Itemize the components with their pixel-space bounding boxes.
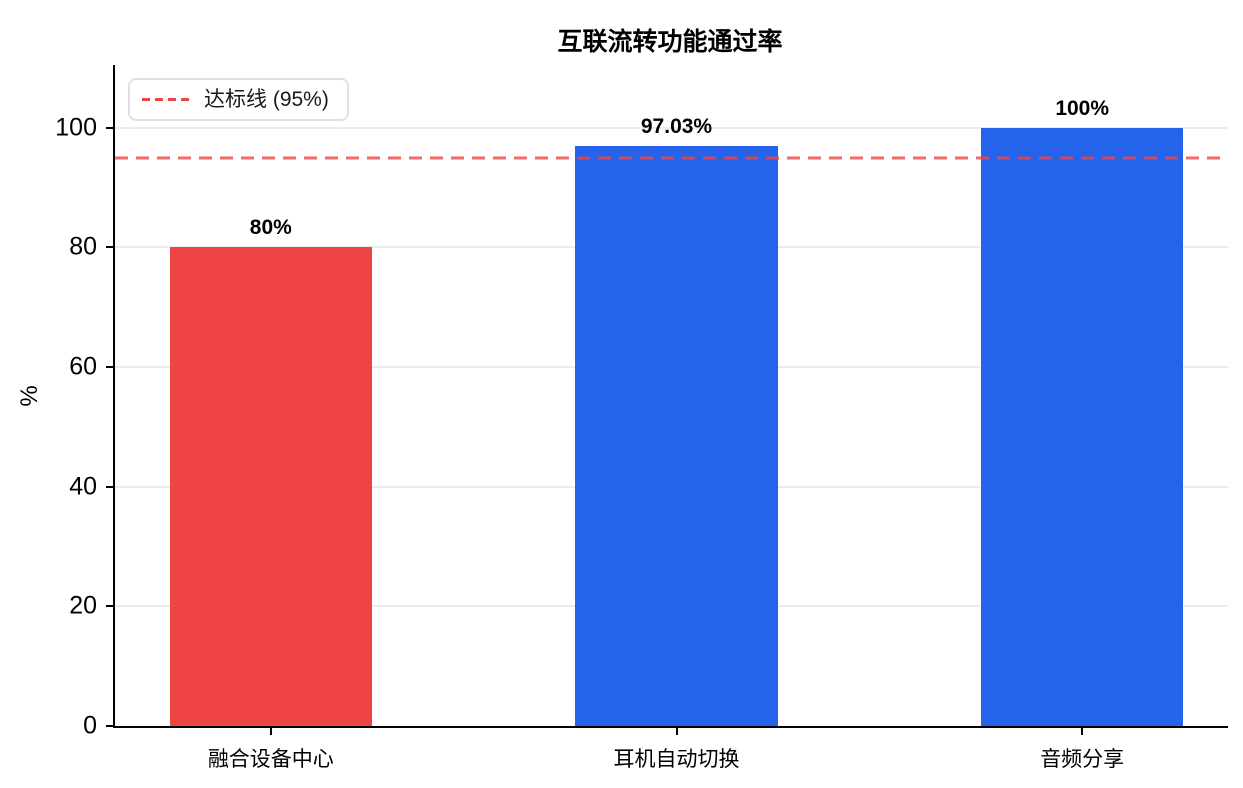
y-tick <box>106 485 115 488</box>
x-category-label: 融合设备中心 <box>207 748 334 771</box>
y-tick-label: 60 <box>69 352 97 381</box>
x-tick <box>675 726 678 735</box>
y-tick-label: 40 <box>69 472 97 501</box>
y-tick <box>106 126 115 129</box>
bar-value-label: 100% <box>1055 96 1110 120</box>
y-tick <box>106 366 115 369</box>
y-tick-label: 100 <box>55 113 97 142</box>
y-tick-label: 20 <box>69 591 97 620</box>
x-tick <box>1081 726 1084 735</box>
y-tick-label: 80 <box>69 232 97 261</box>
threshold-line <box>115 156 1228 160</box>
bar <box>980 127 1184 726</box>
dashed-line-icon <box>142 98 190 102</box>
y-tick <box>106 246 115 249</box>
bar <box>575 145 778 726</box>
chart-title: 互联流转功能通过率 <box>557 28 783 56</box>
bar-value-label: 97.03% <box>640 114 713 138</box>
x-category-label: 耳机自动切换 <box>613 748 740 771</box>
bar-value-label: 80% <box>249 216 292 240</box>
bar <box>169 247 373 726</box>
legend: 达标线 (95%) <box>128 78 349 122</box>
gridline <box>115 126 1228 129</box>
x-tick <box>269 726 272 735</box>
y-tick-label: 0 <box>83 711 97 740</box>
y-axis-label: % <box>16 385 43 407</box>
y-tick <box>106 605 115 608</box>
legend-label: 达标线 (95%) <box>204 88 329 111</box>
plot-area: 达标线 (95%) 0 20 40 60 80 100 80% 融合设备中心 97.03% 耳机自… <box>55 65 1228 771</box>
x-category-label: 音频分享 <box>1040 748 1125 771</box>
y-tick <box>106 725 115 727</box>
